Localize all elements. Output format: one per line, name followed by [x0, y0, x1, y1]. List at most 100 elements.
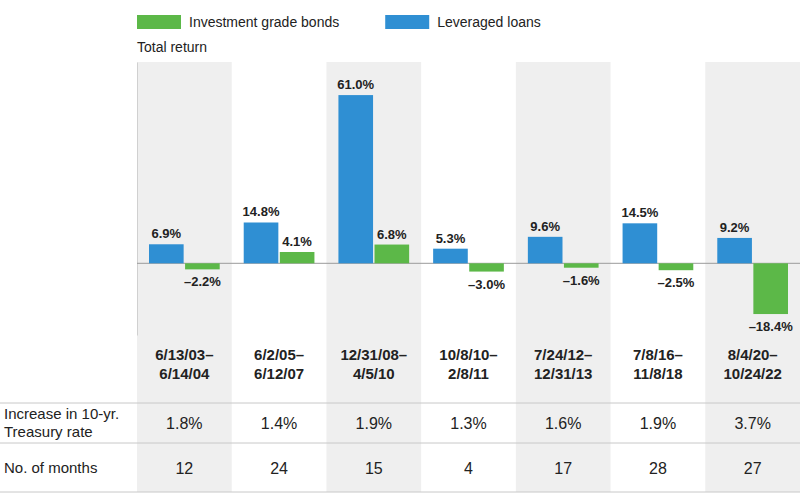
table-rule [0, 443, 800, 444]
column-band [326, 62, 421, 492]
x-tick-label-line: 7/24/12– [534, 346, 592, 363]
x-tick-label-line: 7/8/16– [633, 346, 683, 363]
x-tick-label: 8/4/20– 10/24/22 [723, 346, 781, 382]
data-label: 14.8% [243, 204, 280, 219]
x-tick-label: 12/31/08– 4/5/10 [340, 346, 407, 382]
row-label-line: Increase in 10-yr. [4, 405, 119, 422]
legend-swatch [385, 15, 429, 29]
table-cell: 12 [175, 460, 193, 477]
table-cell: 4 [464, 460, 473, 477]
bar [528, 237, 563, 263]
table-cell: 3.7% [734, 415, 770, 432]
table-cell: 28 [649, 460, 667, 477]
table-rule [0, 403, 800, 404]
chart: 6.9% 14.8% 61.0% 5.3% 9.6% 14.5% 9.2% –2.2% 4.1%… [0, 0, 800, 503]
table-cell: 15 [365, 460, 383, 477]
bar [623, 223, 658, 263]
x-tick-label-line: 12/31/08– [340, 346, 407, 363]
bar [753, 263, 788, 314]
x-tick-label-line: 6/12/07 [254, 365, 304, 382]
x-tick: 10/8/10– 2/8/11 [439, 346, 497, 382]
legend-swatch [137, 15, 181, 29]
y-axis-line [137, 63, 138, 336]
legend-label: Leveraged loans [437, 14, 541, 30]
x-tick-label-line: 8/4/20– [728, 346, 778, 363]
row-label-line: No. of months [4, 459, 97, 476]
x-tick-label: 7/8/16– 11/8/18 [633, 346, 683, 382]
data-label: –2.5% [658, 275, 695, 290]
table-cell: 1.6% [545, 415, 581, 432]
x-tick: 12/31/08– 4/5/10 [340, 346, 407, 382]
data-label: 14.5% [621, 205, 658, 220]
legend: Investment grade bonds Leveraged loans [137, 14, 541, 30]
data-label: –1.6% [563, 273, 600, 288]
bar [280, 252, 315, 263]
data-label: 6.9% [151, 226, 181, 241]
data-label: 5.3% [436, 231, 466, 246]
table-cell: 1.3% [450, 415, 486, 432]
data-label: 6.8% [377, 227, 407, 242]
x-tick: 7/8/16– 11/8/18 [633, 346, 683, 382]
bar [433, 249, 468, 264]
x-tick-label-line: 6/14/04 [159, 365, 210, 382]
row-label: Increase in 10-yr.Treasury rate [4, 405, 119, 440]
data-label: –2.2% [184, 274, 221, 289]
bar [717, 238, 752, 263]
bars [149, 95, 788, 314]
x-tick-label: 10/8/10– 2/8/11 [439, 346, 497, 382]
table-cell: 1.8% [166, 415, 202, 432]
x-tick-label: 6/2/05– 6/12/07 [254, 346, 304, 382]
grid-line [137, 263, 800, 264]
row-label-line: Treasury rate [4, 423, 93, 440]
bar [185, 263, 220, 269]
bar [338, 95, 373, 263]
bar [244, 222, 279, 263]
data-label: –18.4% [749, 319, 794, 334]
data-labels: 6.9% 14.8% 61.0% 5.3% 9.6% 14.5% 9.2% –2.2% 4.1%… [151, 77, 793, 334]
x-axis: 6/13/03– 6/14/04 6/2/05– 6/12/07 12/31/08– 4/… [138, 346, 800, 382]
bar [469, 263, 504, 271]
legend-label: Investment grade bonds [189, 14, 339, 30]
x-tick-label-line: 2/8/11 [448, 365, 489, 382]
bar [375, 245, 410, 264]
bar [659, 263, 694, 270]
legend-item: Investment grade bonds [137, 14, 339, 30]
row-label: No. of months [4, 459, 97, 476]
x-tick-label-line: 10/8/10– [439, 346, 497, 363]
data-label: –3.0% [468, 277, 505, 292]
bar [149, 244, 184, 263]
y-axis [137, 63, 139, 336]
data-label: 9.6% [530, 219, 560, 234]
table-cell: 27 [744, 460, 762, 477]
grid [137, 263, 800, 264]
table-cell: 1.4% [261, 415, 297, 432]
table: Increase in 10-yr.Treasury rate 1.8% 1.4% 1… [0, 403, 800, 492]
x-tick-label-line: 11/8/18 [633, 365, 682, 382]
table-rule [0, 492, 800, 493]
x-tick-label: 6/13/03– 6/14/04 [155, 346, 213, 382]
legend-item: Leveraged loans [385, 14, 541, 30]
data-label: 9.2% [720, 220, 750, 235]
x-tick: 7/24/12– 12/31/13 [534, 346, 592, 382]
table-cell: 1.9% [640, 415, 676, 432]
table-cell: 17 [554, 460, 572, 477]
column-band [516, 62, 611, 492]
column-bands [137, 62, 800, 492]
x-tick: 6/2/05– 6/12/07 [254, 346, 304, 382]
data-label: 4.1% [282, 234, 312, 249]
x-tick-label-line: 6/2/05– [254, 346, 304, 363]
x-tick-label-line: 6/13/03– [155, 346, 213, 363]
bar [564, 263, 599, 267]
x-tick-label-line: 12/31/13 [534, 365, 592, 382]
column-band [137, 62, 232, 492]
x-tick: 6/13/03– 6/14/04 [155, 346, 213, 382]
title: Total return [137, 39, 207, 55]
x-tick-label-line: 4/5/10 [353, 365, 395, 382]
table-cell: 1.9% [356, 415, 392, 432]
x-tick: 8/4/20– 10/24/22 [723, 346, 781, 382]
data-label: 61.0% [337, 77, 374, 92]
x-tick-label-line: 10/24/22 [723, 365, 781, 382]
table-cell: 24 [270, 460, 288, 477]
column-band [705, 62, 800, 492]
x-tick-label: 7/24/12– 12/31/13 [534, 346, 592, 382]
